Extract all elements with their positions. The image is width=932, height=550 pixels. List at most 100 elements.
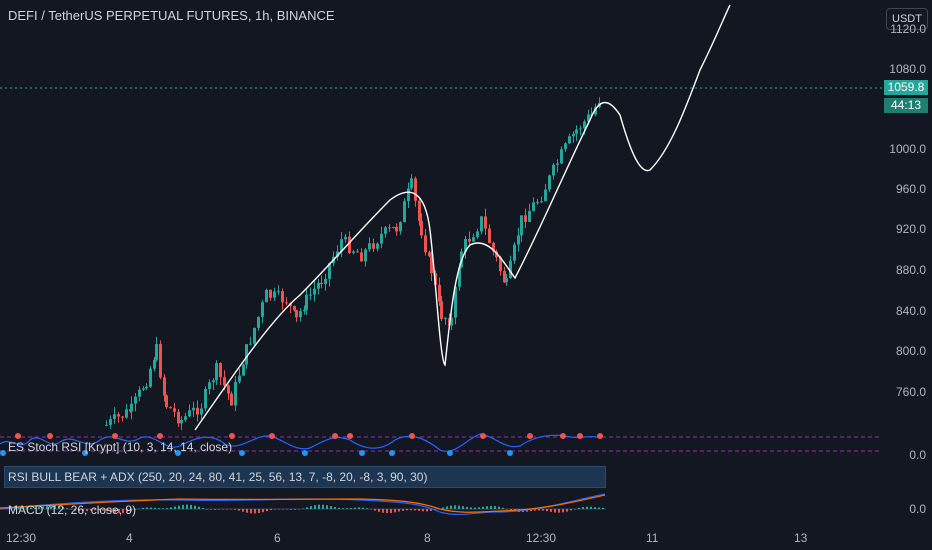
macd-hist-bar <box>338 507 340 509</box>
macd-hist-bar <box>194 505 196 509</box>
candle-body <box>192 407 195 411</box>
macd-hist-bar <box>446 506 448 509</box>
candle-body <box>556 163 559 165</box>
macd-hist-bar <box>38 507 40 509</box>
rsi-bull-bear-label[interactable]: RSI BULL BEAR + ADX (250, 20, 24, 80, 41… <box>8 470 428 484</box>
candle-body <box>113 414 116 420</box>
macd-hist-bar <box>58 505 60 509</box>
candle-body <box>149 368 152 387</box>
macd-hist-bar <box>334 507 336 509</box>
stoch-sell-dot <box>15 433 21 439</box>
candle-body <box>230 393 233 406</box>
macd-hist-bar <box>150 507 152 509</box>
candle-body <box>505 278 508 283</box>
macd-hist-bar <box>118 509 120 514</box>
candle-body <box>309 294 312 296</box>
candle-body <box>281 291 284 303</box>
macd-hist-bar <box>562 509 564 513</box>
candle-body <box>399 222 402 232</box>
macd-hist-bar <box>218 509 220 510</box>
candle-body <box>444 318 447 320</box>
candle-body <box>544 189 547 202</box>
candle-body <box>392 227 395 229</box>
macd-hist-bar <box>394 509 396 513</box>
candle-body <box>219 363 222 378</box>
macd-hist-bar <box>30 507 32 509</box>
candle-body <box>524 215 527 222</box>
stoch-sell-dot <box>229 433 235 439</box>
macd-hist-bar <box>278 509 280 510</box>
candle-body <box>472 237 475 242</box>
macd-hist-bar <box>122 509 124 513</box>
macd-hist-bar <box>182 504 184 509</box>
candle-body <box>572 133 575 137</box>
stoch-rsi-label[interactable]: ES Stoch RSI [Krypt] (10, 3, 14, 14, clo… <box>8 440 233 454</box>
macd-hist-bar <box>322 504 324 509</box>
macd-hist-bar <box>442 507 444 509</box>
macd-hist-bar <box>178 505 180 509</box>
macd-hist-bar <box>82 509 84 512</box>
candle-body <box>204 389 207 409</box>
last-price-badge: 1059.8 <box>884 80 928 95</box>
stoch-k-line <box>0 433 601 452</box>
macd-hist-bar <box>46 505 48 509</box>
stoch-sell-dot <box>560 433 566 439</box>
macd-hist-bar <box>350 507 352 509</box>
candle-body <box>257 316 260 328</box>
time-axis-label: 4 <box>126 531 133 545</box>
candle-body <box>410 178 413 189</box>
macd-signal-line <box>0 494 606 513</box>
candle-body <box>295 310 298 318</box>
candle-body <box>430 256 433 274</box>
macd-hist-bar <box>226 509 228 510</box>
candle-body <box>513 244 516 261</box>
stoch-buy-dot <box>447 450 453 456</box>
candle-body <box>424 235 427 253</box>
macd-hist-bar <box>70 509 72 510</box>
candle-body <box>488 228 491 243</box>
price-axis-label: 760.0 <box>895 385 926 399</box>
price-axis-label: 1080.0 <box>889 62 926 76</box>
macd-hist-bar <box>374 509 376 511</box>
macd-hist-bar <box>142 507 144 509</box>
macd-hist-bar <box>454 505 456 509</box>
macd-hist-bar <box>414 509 416 511</box>
candle-body <box>265 289 268 303</box>
price-axis-label: 920.0 <box>895 222 926 236</box>
macd-hist-bar <box>342 508 344 509</box>
macd-hist-bar <box>98 509 100 511</box>
macd-hist-bar <box>578 507 580 509</box>
candle-body <box>200 408 203 415</box>
macd-hist-bar <box>94 509 96 511</box>
macd-hist-bar <box>418 509 420 511</box>
currency-button[interactable]: USDT <box>886 8 928 30</box>
candle-body <box>317 282 320 289</box>
macd-hist-bar <box>290 509 292 510</box>
stoch-sell-dot <box>112 433 118 439</box>
macd-hist-bar <box>566 509 568 512</box>
macd-hist-bar <box>326 505 328 509</box>
time-axis-label: 6 <box>274 531 281 545</box>
candle-body <box>299 311 302 318</box>
candle-body <box>458 267 461 287</box>
candle-body <box>159 344 162 378</box>
candle-body <box>348 236 351 253</box>
macd-hist-bar <box>534 509 536 511</box>
candle-body <box>277 291 280 293</box>
macd-hist-bar <box>246 509 248 513</box>
candle-body <box>142 388 145 390</box>
candle-body <box>121 416 124 418</box>
candle-body <box>499 257 502 271</box>
candle-body <box>196 407 199 415</box>
candle-body <box>440 301 443 320</box>
macd-hist-bar <box>450 505 452 509</box>
macd-hist-bar <box>174 506 176 509</box>
macd-hist-bar <box>570 509 572 511</box>
macd-label[interactable]: MACD (12, 26, close, 9) <box>8 503 137 517</box>
candle-body <box>153 359 156 369</box>
stoch-sell-dot <box>332 433 338 439</box>
macd-hist-bar <box>222 509 224 510</box>
price-axis-label: 800.0 <box>895 344 926 358</box>
candle-body <box>344 236 347 240</box>
